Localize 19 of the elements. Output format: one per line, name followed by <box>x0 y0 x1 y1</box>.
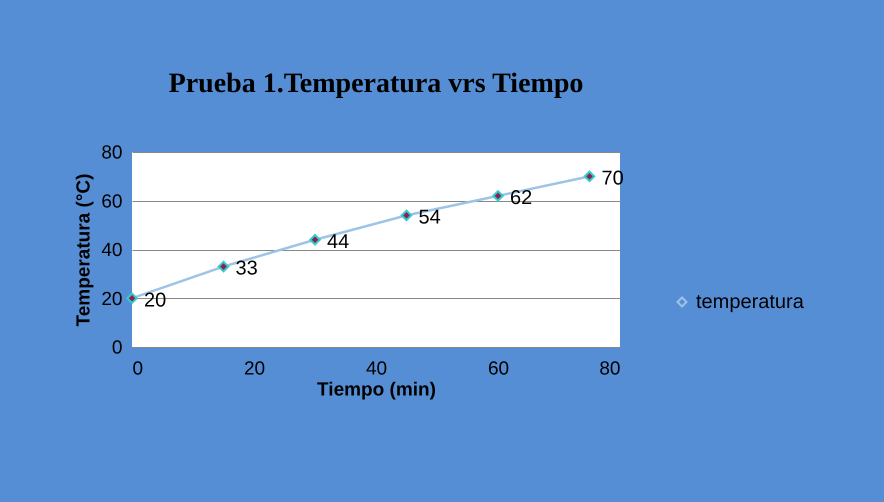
chart-title: Prueba 1.Temperatura vrs Tiempo <box>168 68 584 99</box>
x-tick-label: 60 <box>488 358 510 380</box>
x-tick-label: 80 <box>599 358 620 380</box>
x-tick-label: 20 <box>244 358 266 380</box>
y-tick-label: 80 <box>101 142 122 164</box>
x-axis-title: Tiempo (min) <box>317 380 436 400</box>
legend-label: temperatura <box>696 291 805 313</box>
y-tick-label: 40 <box>101 240 122 261</box>
x-tick-label: 40 <box>366 358 388 380</box>
x-tick-label: 0 <box>132 358 144 380</box>
y-axis-title: Temperatura (°C) <box>73 174 94 326</box>
y-tick-label: 0 <box>112 338 122 358</box>
data-label: 54 <box>418 206 441 228</box>
data-label: 62 <box>510 186 532 209</box>
y-tick-label: 20 <box>101 288 122 310</box>
data-label: 33 <box>236 258 258 280</box>
data-label: 44 <box>327 230 350 253</box>
y-tick-label: 60 <box>101 191 122 212</box>
data-label: 20 <box>144 289 166 312</box>
